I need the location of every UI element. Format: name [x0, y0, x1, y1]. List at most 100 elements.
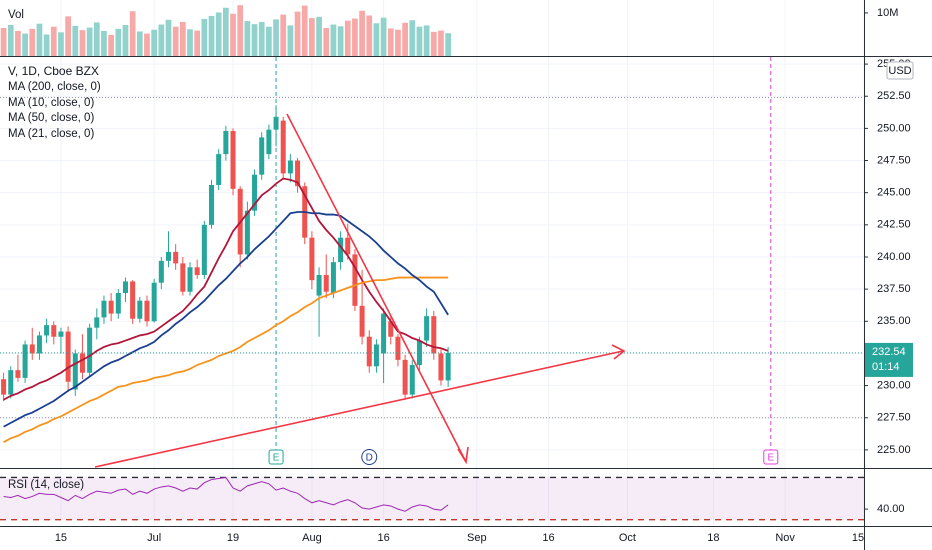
- candle-body: [280, 120, 286, 174]
- candle-body: [373, 344, 379, 367]
- y-tick-label: 225.00: [877, 444, 911, 456]
- candle-body: [388, 321, 394, 337]
- y-tick-label: 235.00: [877, 315, 911, 327]
- candle-body: [122, 281, 128, 293]
- volume-bar: [445, 33, 452, 56]
- volume-bar: [222, 7, 229, 57]
- candle-body: [201, 224, 207, 275]
- volume-bar: [29, 28, 36, 56]
- volume-bar: [187, 29, 193, 56]
- volume-bar: [101, 31, 107, 56]
- rsi-label: RSI (14, close): [8, 479, 84, 491]
- volume-bar: [165, 19, 172, 56]
- candle-body: [209, 184, 215, 225]
- volume-bar: [86, 27, 93, 56]
- candle-body: [409, 365, 415, 395]
- volume-bar: [251, 24, 258, 56]
- y-tick-label: 252.50: [877, 90, 911, 102]
- candle-body: [216, 154, 222, 185]
- countdown-label: 01:14: [872, 361, 900, 373]
- volume-bar: [366, 15, 373, 57]
- event-marker: [361, 449, 378, 465]
- x-tick-label: 19: [227, 532, 239, 544]
- volume-bar: [72, 25, 79, 56]
- candle-body: [58, 331, 64, 337]
- x-tick-label: 15: [852, 532, 864, 544]
- candle-body: [51, 325, 57, 337]
- volume-bar: [352, 18, 358, 56]
- volume-label: Vol: [8, 9, 24, 21]
- volume-bar: [402, 22, 408, 56]
- candle-body: [65, 331, 71, 382]
- volume-bar: [230, 13, 236, 57]
- y-tick-label: 242.50: [877, 219, 911, 231]
- y-tick-label: 250.00: [877, 122, 911, 134]
- volume-bar: [215, 12, 222, 56]
- y-tick-label: 40.00: [877, 503, 905, 515]
- candle-body: [438, 353, 444, 381]
- volume-bar: [359, 10, 365, 57]
- volume-bar: [266, 26, 272, 56]
- candle-body: [330, 262, 336, 293]
- arrow-head: [611, 344, 626, 360]
- volume-bar: [122, 24, 129, 56]
- candle-body: [266, 129, 272, 155]
- y-tick-label: 247.50: [877, 154, 911, 166]
- volume-bar: [179, 21, 186, 56]
- x-tick-label: 18: [707, 532, 719, 544]
- volume-bar: [7, 24, 14, 56]
- y-tick-label: 227.50: [877, 412, 911, 424]
- trend-lines: [94, 113, 626, 468]
- grid-layer: [0, 0, 865, 526]
- volume-bar: [309, 18, 315, 56]
- volume-bar: [65, 16, 71, 56]
- indicator-label: MA (200, close, 0): [8, 81, 101, 93]
- candle-body: [424, 316, 430, 341]
- candle-body: [108, 300, 114, 314]
- y-tick-label: 10M: [877, 7, 898, 19]
- volume-bar: [416, 26, 423, 56]
- indicator-label: MA (10, close, 0): [8, 97, 94, 109]
- volume-bar: [287, 25, 294, 56]
- candle-body: [259, 137, 265, 175]
- event-marker: [268, 449, 284, 465]
- volume-bar: [438, 30, 444, 56]
- currency-badge: [886, 61, 914, 80]
- trend-line: [94, 350, 624, 468]
- candle-body: [352, 254, 358, 306]
- volume-bar: [301, 5, 308, 57]
- volume-bar: [387, 28, 394, 56]
- candle-body: [273, 116, 279, 130]
- candle-body: [8, 370, 14, 395]
- candle-body: [36, 335, 42, 354]
- candle-body: [431, 316, 437, 354]
- event-label: D: [366, 453, 373, 464]
- volume-bar: [294, 11, 301, 57]
- volume-bar: [36, 23, 43, 57]
- candle-body: [223, 130, 229, 155]
- rsi-layer: 40.00: [0, 476, 905, 521]
- y-tick-label: 237.50: [877, 283, 911, 295]
- candle-body: [115, 292, 121, 314]
- volume-bar: [273, 19, 279, 57]
- moving-average-line: [3, 276, 449, 443]
- candle-body: [309, 237, 315, 281]
- volume-bar: [0, 28, 7, 56]
- volume-bar: [337, 26, 344, 56]
- candle-body: [416, 340, 422, 366]
- volume-layer: 10M: [0, 5, 898, 57]
- last-price-box: [865, 342, 913, 377]
- candle-body: [94, 317, 100, 328]
- volume-bar: [136, 31, 143, 56]
- candle-body: [338, 237, 344, 263]
- volume-bar: [373, 23, 380, 57]
- x-tick-label: Oct: [619, 532, 636, 544]
- rsi-line: [3, 476, 449, 512]
- candle-body: [252, 174, 258, 211]
- candle-body: [144, 300, 150, 322]
- candle-body: [366, 336, 372, 367]
- candle-body: [158, 260, 164, 283]
- candle-body: [1, 379, 7, 395]
